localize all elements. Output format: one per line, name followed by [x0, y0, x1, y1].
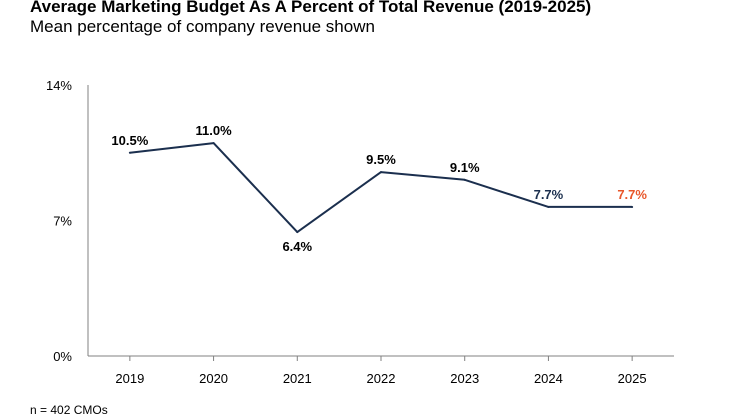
x-tick-label: 2021 — [283, 371, 312, 386]
data-point — [547, 205, 550, 208]
data-label: 7.7% — [534, 187, 564, 202]
y-tick-label: 0% — [53, 349, 72, 364]
data-point — [631, 205, 634, 208]
data-point — [380, 171, 382, 174]
sample-size-note: n = 402 CMOs — [30, 403, 108, 417]
data-label: 9.1% — [450, 160, 480, 175]
line-chart: 0% 7% 14% 2019 2020 2021 2022 2023 2024 2025 10.5… — [46, 78, 674, 386]
data-point — [296, 231, 299, 234]
data-label: 9.5% — [366, 152, 396, 167]
data-labels: 10.5% 11.0% 6.4% 9.5% 9.1% 7.7% 7.7% — [111, 123, 647, 254]
chart-subtitle: Mean percentage of company revenue shown — [30, 17, 375, 36]
chart-title: Average Marketing Budget As A Percent of… — [30, 0, 592, 16]
data-point — [128, 151, 131, 154]
x-tick-label: 2025 — [618, 371, 647, 386]
data-point — [463, 178, 466, 181]
data-point — [212, 142, 215, 145]
x-tick-label: 2022 — [367, 371, 396, 386]
x-tick-label: 2019 — [115, 371, 144, 386]
x-tick-label: 2024 — [534, 371, 563, 386]
y-tick-label: 14% — [46, 78, 72, 93]
data-label: 6.4% — [282, 239, 312, 254]
data-label: 7.7% — [617, 187, 647, 202]
y-tick-label: 7% — [53, 214, 72, 229]
axes: 0% 7% 14% 2019 2020 2021 2022 2023 2024 2025 — [46, 78, 674, 386]
series-line-group — [128, 142, 634, 234]
x-tick-label: 2020 — [199, 371, 228, 386]
data-label: 10.5% — [111, 133, 148, 148]
data-label: 11.0% — [195, 123, 232, 138]
x-tick-label: 2023 — [450, 371, 479, 386]
